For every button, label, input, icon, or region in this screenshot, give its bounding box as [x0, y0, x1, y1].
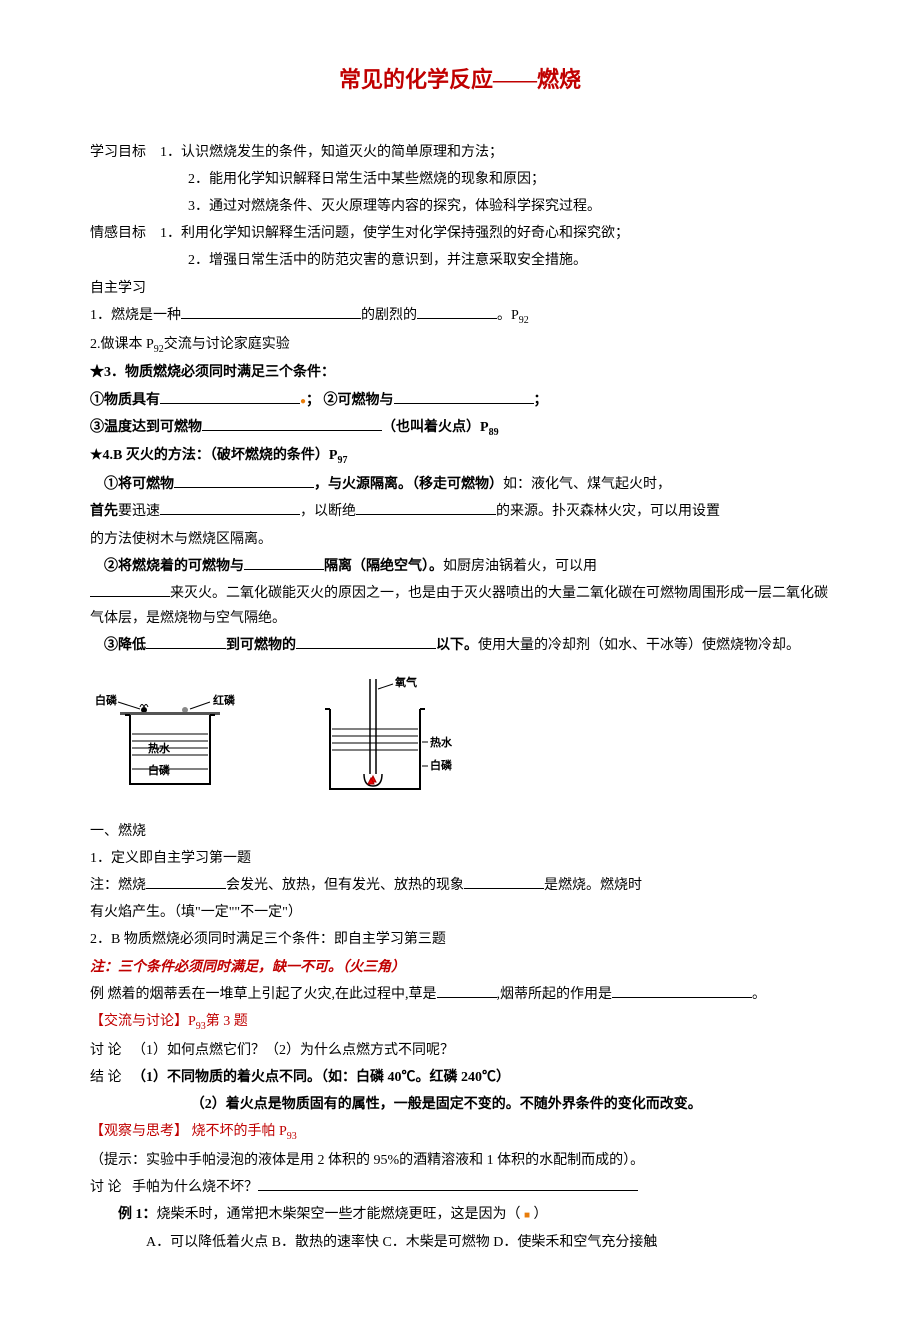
beaker-right: 氧气 热水 白磷	[300, 674, 470, 804]
blank-obs	[258, 1190, 638, 1191]
sec1-header: 一、燃烧	[90, 819, 830, 844]
obs-disc: 讨 论 手帕为什么烧不坏？	[90, 1175, 830, 1200]
emotion-goals-line1: 情感目标1．利用化学知识解释生活问题，使学生对化学保持强烈的好奇心和探究欲；	[90, 221, 830, 246]
emotion-goal-label: 情感目标	[90, 221, 160, 246]
blank-q4-6	[146, 648, 226, 649]
conc-row2: （2）着火点是物质固有的属性，一般是固定不变的。不随外界条件的变化而改变。	[90, 1092, 830, 1117]
emotion-goal-2: 2．增强日常生活中的防范灾害的意识到，并注意采取安全措施。	[188, 253, 587, 268]
q4-header: ★4.B 灭火的方法：（破坏燃烧的条件）P97	[90, 443, 830, 470]
study-goal-1: 1．认识燃烧发生的条件，知道灭火的简单原理和方法；	[160, 145, 503, 160]
q3-header: ★3．物质燃烧必须同时满足三个条件：	[90, 360, 830, 385]
q4-1: ①将可燃物，与火源隔离。（移走可燃物）如：液化气、煤气起火时，	[90, 472, 830, 497]
blank-q3-2	[394, 403, 534, 404]
beaker-left: 白磷 红磷 热水 白磷	[90, 674, 260, 804]
blank-s1-4	[612, 997, 752, 998]
q3-line1: ①物质具有●； ②可燃物与；	[90, 388, 830, 413]
q3-line2: ③温度达到可燃物（也叫着火点）P89	[90, 415, 830, 442]
blank-q3-1	[160, 403, 300, 404]
q4-3: ③降低到可燃物的以下。使用大量的冷却剂（如水、干冰等）使燃烧物冷却。	[90, 633, 830, 658]
sec1-l3: 2．B 物质燃烧必须同时满足三个条件：即自主学习第三题	[90, 927, 830, 952]
diagram-row: 白磷 红磷 热水 白磷 氧气	[90, 674, 830, 804]
blank-q4-7	[296, 648, 436, 649]
label-hongjin: 红磷	[213, 693, 236, 707]
label-baijin-top: 白磷	[95, 693, 118, 707]
page-title: 常见的化学反应——燃烧	[90, 60, 830, 100]
obs-hint: （提示：实验中手帕浸泡的液体是用 2 体积的 95%的酒精溶液和 1 体积的水配…	[90, 1148, 830, 1173]
self-study-header: 自主学习	[90, 276, 830, 301]
label-yangqi: 氧气	[394, 675, 417, 689]
q4-1b: 首先要迅速，以断绝的来源。扑灭森林火灾，可以用设置	[90, 499, 830, 524]
blank-q4-2	[160, 514, 300, 515]
blank-s1-1	[146, 888, 226, 889]
sec1-l5: 例 燃着的烟蒂丢在一堆草上引起了火灾,在此过程中,草是,烟蒂所起的作用是。	[90, 982, 830, 1007]
emotion-goal-1: 1．利用化学知识解释生活问题，使学生对化学保持强烈的好奇心和探究欲；	[160, 226, 629, 241]
q2: 2.做课本 P92交流与讨论家庭实验	[90, 332, 830, 359]
q4-2: ②将燃烧着的可燃物与隔离（隔绝空气）。如厨房油锅着火，可以用	[90, 554, 830, 579]
disc-header: 【交流与讨论】P93第 3 题	[90, 1009, 830, 1036]
study-goal-label: 学习目标	[90, 140, 160, 165]
label-baijin-bottom: 白磷	[148, 763, 171, 777]
study-goals-line1: 学习目标1．认识燃烧发生的条件，知道灭火的简单原理和方法；	[90, 140, 830, 165]
blank-q4-1	[174, 487, 314, 488]
label-baijin-r: 白磷	[430, 758, 453, 772]
blank-s1-3	[437, 997, 497, 998]
blank-q4-3	[356, 514, 496, 515]
blank-q1-1	[181, 318, 361, 319]
q4-2b: 来灭火。二氧化碳能灭火的原因之一，也是由于灭火器喷出的大量二氧化碳在可燃物周围形…	[90, 581, 830, 631]
label-reshui-r: 热水	[430, 735, 453, 749]
conc-row1: 结 论 （1）不同物质的着火点不同。（如：白磷 40℃。红磷 240℃）	[90, 1065, 830, 1090]
sec1-l1: 1．定义即自主学习第一题	[90, 846, 830, 871]
blank-s1-2	[464, 888, 544, 889]
sec1-l4: 注：三个条件必须同时满足，缺一不可。（火三角）	[90, 955, 830, 980]
ex1-opts: A．可以降低着火点 B．散热的速率快 C．木柴是可燃物 D．使柴禾和空气充分接触	[90, 1230, 830, 1255]
sec1-l2: 注：燃烧会发光、放热，但有发光、放热的现象是燃烧。燃烧时	[90, 873, 830, 898]
sec1-l2b: 有火焰产生。（填"一定""不一定"）	[90, 900, 830, 925]
disc-row: 讨 论 （1）如何点燃它们？（2）为什么点燃方式不同呢？	[90, 1038, 830, 1063]
blank-q4-4	[244, 569, 324, 570]
ex1: 例 1：烧柴禾时，通常把木柴架空一些才能燃烧更旺，这是因为（ ■ ）	[90, 1202, 830, 1227]
q1: 1．燃烧是一种的剧烈的。P92	[90, 303, 830, 330]
label-reshui-l: 热水	[148, 741, 171, 755]
q4-1c: 的方法使树木与燃烧区隔离。	[90, 527, 830, 552]
blank-q1-2	[417, 318, 497, 319]
study-goal-2: 2．能用化学知识解释日常生活中某些燃烧的现象和原因；	[188, 172, 545, 187]
blank-q4-5	[90, 596, 170, 597]
study-goal-3: 3．通过对燃烧条件、灭火原理等内容的探究，体验科学探究过程。	[188, 199, 601, 214]
obs-header: 【观察与思考】 烧不坏的手帕 P93	[90, 1119, 830, 1146]
blank-q3-3	[202, 430, 382, 431]
